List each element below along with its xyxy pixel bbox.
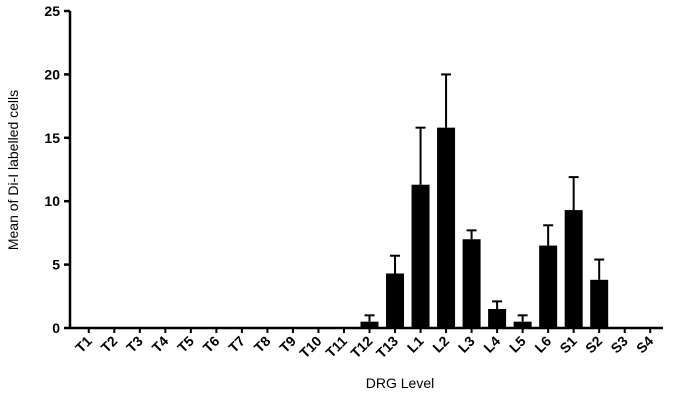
x-tick-label: T5 — [174, 333, 197, 356]
x-tick-label: T11 — [322, 333, 350, 361]
bar — [539, 245, 558, 328]
x-tick-label: L5 — [506, 333, 529, 356]
bar — [386, 273, 405, 328]
x-tick-label: T8 — [251, 333, 274, 356]
x-tick-label: T2 — [98, 333, 121, 356]
x-tick-label: S2 — [582, 333, 606, 357]
bar — [488, 308, 507, 328]
x-tick-label: T4 — [149, 333, 172, 356]
bar — [564, 210, 583, 328]
y-tick-label: 20 — [44, 66, 60, 82]
x-tick-label: T13 — [373, 333, 402, 362]
bar — [411, 184, 430, 328]
bar — [513, 321, 532, 328]
x-tick-label: T9 — [276, 333, 299, 356]
y-tick-label: 0 — [52, 320, 60, 336]
y-tick-label: 15 — [44, 130, 60, 146]
x-tick-label: L2 — [429, 333, 452, 356]
x-tick-label: T7 — [225, 333, 248, 356]
y-axis-title: Mean of Di-I labelled cells — [5, 90, 21, 250]
bar — [437, 127, 456, 328]
x-tick-label: T1 — [72, 333, 95, 356]
bar — [590, 279, 609, 328]
x-tick-label: T10 — [296, 333, 325, 362]
x-tick-label: T6 — [200, 333, 223, 356]
x-tick-label: T12 — [347, 333, 376, 362]
bar — [462, 239, 481, 328]
x-tick-label: L4 — [480, 333, 503, 356]
y-tick-label: 10 — [44, 193, 60, 209]
x-tick-label: L6 — [531, 333, 554, 356]
x-tick-label: L1 — [404, 333, 427, 356]
x-axis-title: DRG Level — [366, 375, 434, 391]
x-tick-label: S3 — [607, 333, 631, 357]
bar — [360, 321, 379, 328]
x-tick-label: T3 — [123, 333, 146, 356]
x-tick-label: S4 — [633, 333, 657, 357]
y-tick-label: 5 — [52, 257, 60, 273]
y-tick-label: 25 — [44, 3, 60, 19]
x-tick-label: S1 — [556, 333, 580, 357]
x-tick-label: L3 — [455, 333, 478, 356]
